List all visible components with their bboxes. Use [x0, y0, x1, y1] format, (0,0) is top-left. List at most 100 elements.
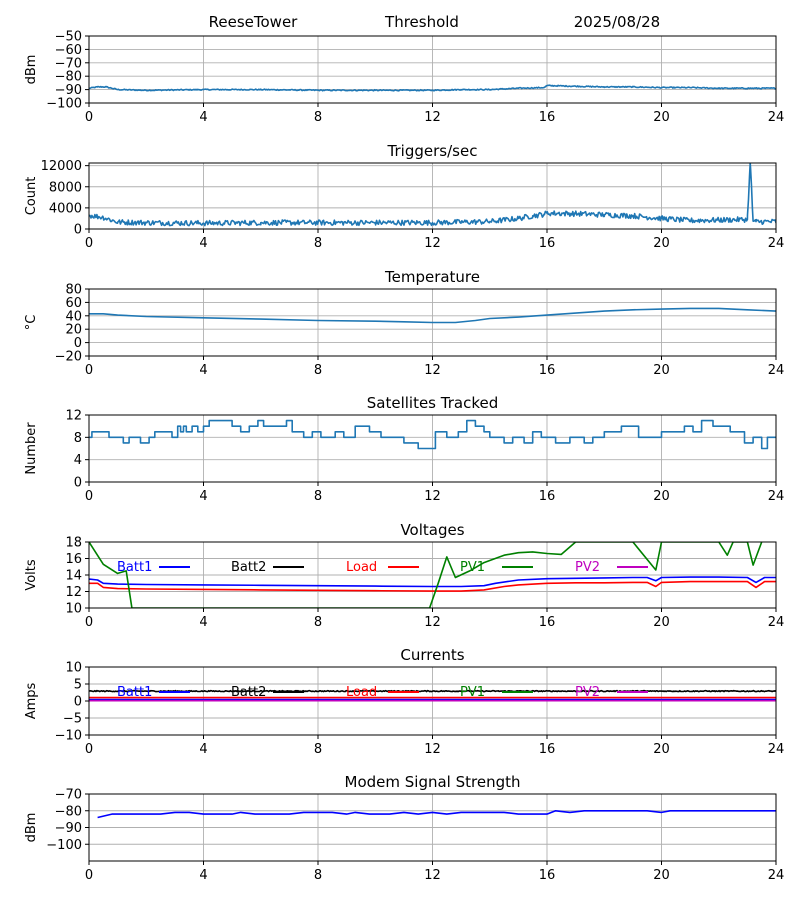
legend-label-batt1: Batt1: [117, 685, 152, 700]
x-tick-label: 0: [85, 236, 93, 251]
legend-label-pv1: PV1: [460, 685, 485, 700]
plot-area: [89, 307, 776, 324]
y-tick-label: −80: [55, 804, 82, 819]
x-tick-label: 16: [539, 363, 556, 378]
x-tick-label: 12: [424, 615, 441, 630]
x-tick-label: 4: [199, 110, 207, 125]
plot-frame: [88, 35, 777, 104]
series-line-batt2: [89, 689, 776, 693]
y-axis-label: Volts: [24, 559, 39, 591]
plot-area: [89, 689, 776, 702]
x-tick-label: 16: [539, 868, 556, 883]
x-tick-label: 12: [424, 236, 441, 251]
x-tick-label: 0: [85, 110, 93, 125]
plot-frame: [88, 162, 777, 230]
plot-frame: [88, 541, 777, 609]
y-tick-label: −70: [55, 56, 82, 71]
y-tick-label: 80: [65, 283, 82, 298]
x-tick-label: 4: [199, 363, 207, 378]
panel-title: Satellites Tracked: [367, 394, 498, 412]
y-axis-label: Amps: [24, 682, 39, 719]
x-tick-label: 12: [424, 489, 441, 504]
plot-area: [97, 810, 776, 819]
y-axis-label: dBm: [24, 55, 39, 85]
y-tick-label: −100: [46, 97, 82, 112]
plot-frame: [88, 288, 777, 357]
y-tick-label: 18: [65, 536, 82, 551]
x-tick-label: 24: [768, 868, 785, 883]
y-tick-label: 4: [74, 453, 82, 468]
x-tick-label: 8: [314, 489, 322, 504]
report-date: 2025/08/28: [574, 13, 660, 31]
y-tick-label: 40: [65, 309, 82, 324]
y-tick-label: 0: [74, 223, 82, 238]
legend-label-pv1: PV1: [460, 560, 485, 575]
x-tick-label: 0: [85, 489, 93, 504]
x-tick-label: 8: [314, 363, 322, 378]
x-tick-label: 12: [424, 110, 441, 125]
panel-threshold: dBm 0 4 8 12 16 20 24 −50−60−70−80−90−100: [24, 30, 784, 126]
series-line-load: [89, 580, 776, 592]
panel-satellites: Satellites Tracked Number 0 4 8 12 16 20 24 0 4 8 12: [24, 394, 784, 504]
y-tick-label: 60: [65, 296, 82, 311]
y-tick-label: −80: [55, 70, 82, 85]
x-tick-label: 20: [653, 742, 670, 757]
x-tick-label: 20: [653, 110, 670, 125]
x-tick-label: 16: [539, 236, 556, 251]
panel-modem: Modem Signal Strength dBm 0 4 8 12 16 20 24 −70−8…: [24, 773, 784, 883]
y-tick-label: −90: [55, 83, 82, 98]
legend-label-batt1: Batt1: [117, 560, 152, 575]
x-tick-label: 20: [653, 363, 670, 378]
y-tick-label: −90: [55, 821, 82, 836]
y-tick-label: 14: [65, 569, 82, 584]
x-tick-label: 0: [85, 868, 93, 883]
x-tick-label: 16: [539, 615, 556, 630]
x-tick-label: 4: [199, 868, 207, 883]
series-line-1: [97, 810, 776, 819]
plot-frame: [88, 666, 777, 736]
panel-title: Modem Signal Strength: [345, 773, 521, 791]
series-line-1: [89, 307, 776, 324]
x-tick-label: 24: [768, 742, 785, 757]
x-tick-label: 8: [314, 110, 322, 125]
x-tick-label: 12: [424, 868, 441, 883]
panel-title: Voltages: [400, 521, 464, 539]
x-tick-label: 8: [314, 236, 322, 251]
x-tick-label: 20: [653, 489, 670, 504]
x-tick-label: 16: [539, 489, 556, 504]
x-tick-label: 24: [768, 236, 785, 251]
y-tick-label: 0: [74, 336, 82, 351]
plot-area: [89, 163, 776, 227]
y-tick-label: 8: [74, 431, 82, 446]
series-line-batt1: [89, 576, 776, 588]
legend-label-load: Load: [346, 685, 377, 700]
x-tick-label: 24: [768, 489, 785, 504]
legend-label-pv2: PV2: [575, 560, 600, 575]
y-tick-label: 12: [65, 409, 82, 424]
y-tick-label: −60: [55, 43, 82, 58]
panel-triggers: Triggers/sec Count 0 4 8 12 16 20 24 0 4000 8000 120…: [24, 142, 784, 251]
x-tick-label: 20: [653, 236, 670, 251]
x-tick-label: 20: [653, 615, 670, 630]
y-tick-label: 10: [65, 661, 82, 676]
y-tick-label: 5: [74, 678, 82, 693]
panel-title: Currents: [400, 646, 464, 664]
y-tick-label: 10: [65, 602, 82, 617]
legend-label-load: Load: [346, 560, 377, 575]
x-tick-label: 0: [85, 363, 93, 378]
y-tick-label: 0: [74, 476, 82, 491]
y-tick-label: 4000: [49, 201, 82, 216]
y-tick-label: 8000: [49, 180, 82, 195]
figure-title: Threshold: [384, 13, 459, 31]
station-name: ReeseTower: [209, 13, 299, 31]
y-tick-label: −5: [63, 712, 82, 727]
y-tick-label: −10: [55, 729, 82, 744]
panel-title: Temperature: [384, 268, 480, 286]
plot-frame: [88, 414, 777, 483]
y-axis-label: Count: [24, 177, 39, 216]
